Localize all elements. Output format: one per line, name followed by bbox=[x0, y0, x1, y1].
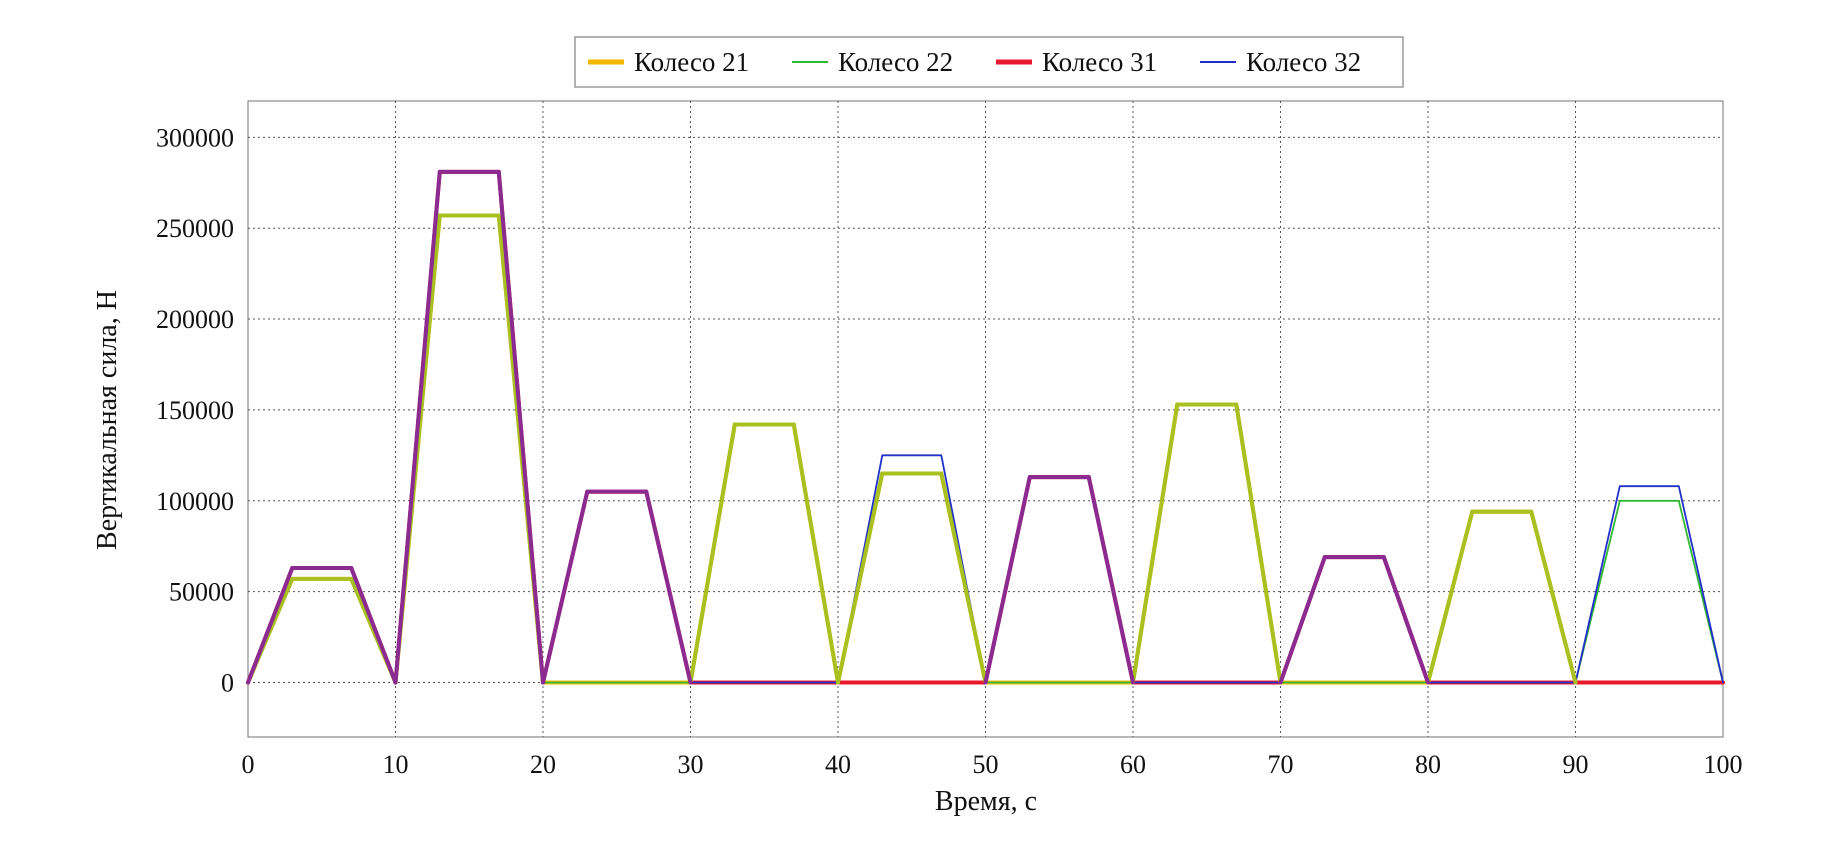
legend-entry-1: Колесо 21 bbox=[588, 47, 749, 77]
overlap-segment-31-32 bbox=[349, 566, 398, 685]
legend-entry-4: Колесо 32 bbox=[1200, 47, 1361, 77]
overlap-segment-31-32 bbox=[644, 489, 693, 685]
overlap-segment-31-32 bbox=[246, 566, 295, 685]
x-tick-label: 0 bbox=[242, 750, 255, 779]
overlap-segment-21-22 bbox=[1234, 402, 1283, 685]
legend-label-1: Колесо 21 bbox=[634, 47, 749, 77]
x-tick-label: 30 bbox=[678, 750, 704, 779]
overlap-segment-21-22 bbox=[1529, 509, 1578, 685]
y-axis-title: Вертикальная сила, Н bbox=[92, 290, 123, 550]
y-tick-label: 100000 bbox=[156, 487, 234, 516]
legend-label-2: Колесо 22 bbox=[838, 47, 953, 77]
overlap-segment-31-32 bbox=[393, 169, 442, 685]
overlap-segment-21-22 bbox=[791, 422, 840, 685]
legend-entry-3: Колесо 31 bbox=[996, 47, 1157, 77]
y-tick-label: 300000 bbox=[156, 123, 234, 152]
overlap-segment-21-22 bbox=[1426, 509, 1475, 685]
x-axis-ticks: 0 10 20 30 40 50 60 70 80 90 100 bbox=[242, 750, 1743, 779]
y-axis-ticks: 0 50000 100000 150000 200000 250000 300000 bbox=[156, 123, 234, 697]
x-tick-label: 90 bbox=[1563, 750, 1589, 779]
y-tick-label: 0 bbox=[221, 668, 234, 697]
x-axis-title: Время, с bbox=[935, 786, 1037, 817]
overlap-segment-31-32 bbox=[983, 475, 1032, 685]
overlap-segment-31-32 bbox=[541, 489, 590, 685]
legend-box bbox=[574, 36, 1404, 88]
series-layer bbox=[246, 169, 1725, 685]
overlap-segment-31-32 bbox=[1278, 555, 1327, 685]
y-tick-label: 200000 bbox=[156, 305, 234, 334]
legend: Колесо 21 Колесо 22 Колесо 31 Колесо 32 bbox=[574, 36, 1404, 88]
overlap-segment-31-32 bbox=[496, 169, 545, 685]
overlap-segment-21-22 bbox=[939, 471, 988, 685]
gridlines bbox=[248, 101, 1723, 737]
overlap-segment-31-32 bbox=[1086, 475, 1135, 685]
x-tick-label: 100 bbox=[1704, 750, 1743, 779]
x-tick-label: 50 bbox=[973, 750, 999, 779]
x-tick-label: 80 bbox=[1415, 750, 1441, 779]
y-tick-label: 250000 bbox=[156, 214, 234, 243]
x-tick-label: 70 bbox=[1268, 750, 1294, 779]
overlap-segment-21-22 bbox=[688, 422, 737, 685]
x-tick-label: 10 bbox=[383, 750, 409, 779]
y-tick-label: 150000 bbox=[156, 396, 234, 425]
legend-label-4: Колесо 32 bbox=[1246, 47, 1361, 77]
legend-entry-2: Колесо 22 bbox=[792, 47, 953, 77]
overlap-segment-31-32 bbox=[1381, 555, 1430, 685]
legend-label-3: Колесо 31 bbox=[1042, 47, 1157, 77]
overlap-segment-21-22 bbox=[836, 471, 885, 685]
overlap-segment-21-22 bbox=[1131, 402, 1180, 685]
x-tick-label: 40 bbox=[825, 750, 851, 779]
x-tick-label: 20 bbox=[530, 750, 556, 779]
x-tick-label: 60 bbox=[1120, 750, 1146, 779]
y-tick-label: 50000 bbox=[169, 578, 234, 607]
